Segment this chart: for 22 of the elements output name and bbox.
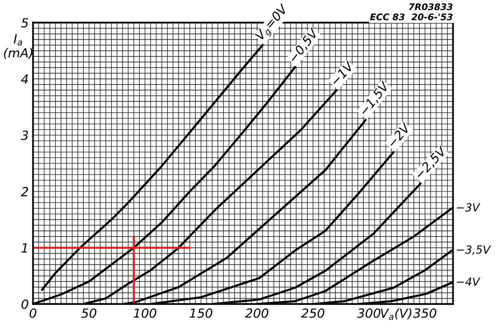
- series-label: −3,5V: [456, 245, 492, 255]
- x-tick-label: 200: [245, 308, 268, 318]
- series-label: −4V: [456, 278, 480, 286]
- text: ECC 83 20-6-'53: [370, 13, 452, 20]
- x-tick-label: 100: [134, 308, 156, 318]
- y-tick-label: 3: [20, 130, 28, 140]
- x-tick-label: 250: [301, 308, 324, 318]
- x-tick-label: 50: [81, 308, 96, 318]
- x-tick-label: 300: [357, 308, 380, 318]
- y-tick-label: 5: [21, 18, 28, 28]
- x-tick-label: 350: [413, 308, 436, 318]
- y-tick-label: 1: [21, 243, 27, 252]
- text: V$_{g}$=0V: [254, 2, 292, 43]
- series-label: −3V: [456, 203, 480, 212]
- x-axis-title: V$_{a}$(V): [380, 308, 412, 320]
- x-tick-label: 150: [190, 308, 212, 318]
- line-series: [40, 44, 264, 291]
- text: 7R03833: [409, 3, 452, 10]
- y-tick-label: 0: [22, 299, 28, 309]
- x-tick-label: 0: [30, 308, 36, 318]
- y-tick-label: 4: [21, 74, 28, 84]
- y-tick-label: 2: [20, 186, 28, 196]
